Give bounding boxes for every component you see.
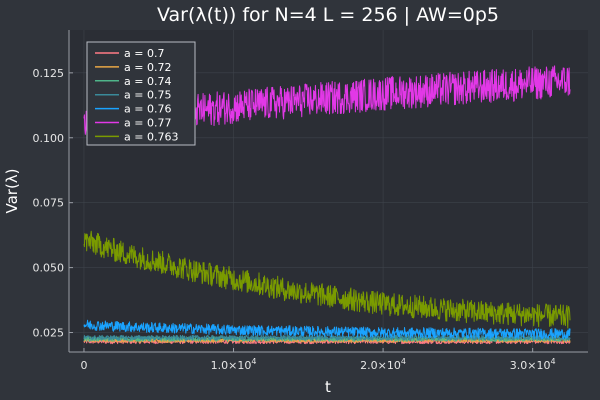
legend-label-0: a = 0.7 <box>124 47 164 60</box>
y-tick-label-4: 0.125 <box>33 67 65 80</box>
legend-label-1: a = 0.72 <box>124 61 171 74</box>
legend: a = 0.7a = 0.72a = 0.74a = 0.75a = 0.76a… <box>86 41 196 146</box>
x-tick-label-2: 2.0×104 <box>360 357 406 372</box>
axes <box>68 30 588 353</box>
series-line-4 <box>83 319 571 340</box>
y-tick-label-3: 0.100 <box>33 132 65 145</box>
legend-box <box>86 41 196 146</box>
legend-label-3: a = 0.75 <box>124 89 171 102</box>
legend-label-2: a = 0.74 <box>124 75 171 88</box>
x-tick-label-1: 1.0×104 <box>211 357 257 372</box>
legend-label-6: a = 0.763 <box>124 130 178 143</box>
y-tick-label-1: 0.050 <box>33 262 65 275</box>
legend-label-4: a = 0.76 <box>124 103 171 116</box>
legend-label-5: a = 0.77 <box>124 117 171 130</box>
x-tick-label-0: 0 <box>80 359 87 372</box>
chart-title: Var(λ(t)) for N=4 L = 256 | AW=0p5 <box>157 4 499 26</box>
x-tick-label-3: 3.0×104 <box>510 357 556 372</box>
x-axis-title: t <box>325 378 331 396</box>
ticks: 0 1.0×104 2.0×104 3.0×104 0.025 0.050 0.075 0.1… <box>33 67 556 372</box>
y-axis-title: Var(λ) <box>3 168 21 213</box>
series-line-6 <box>83 230 571 329</box>
y-tick-label-2: 0.075 <box>33 197 65 210</box>
y-tick-label-0: 0.025 <box>33 327 65 340</box>
